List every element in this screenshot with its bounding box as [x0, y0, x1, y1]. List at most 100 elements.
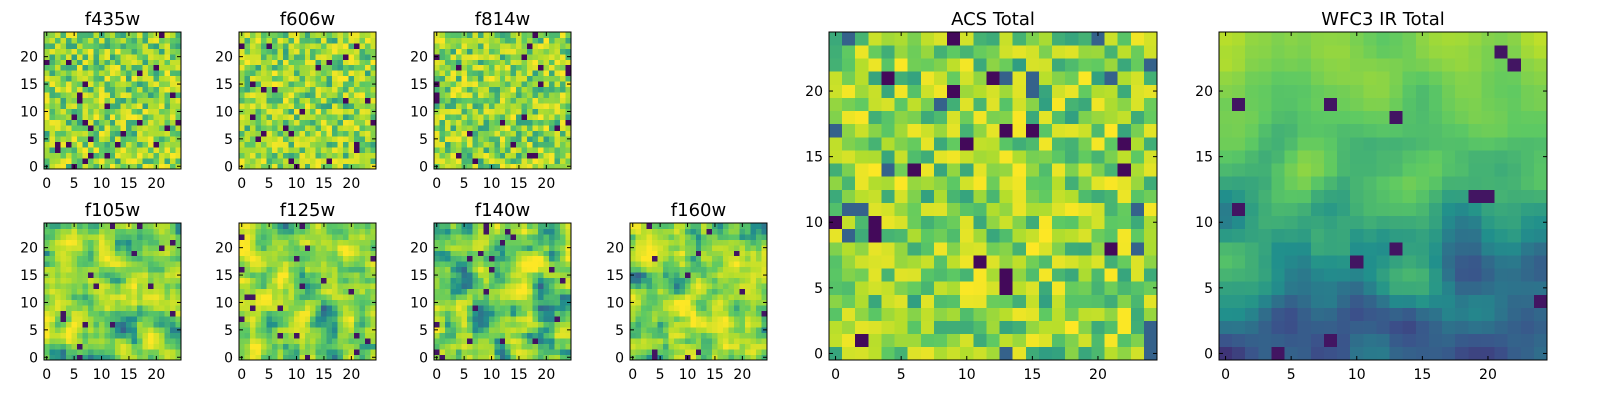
- heatmap-cell: [244, 163, 251, 170]
- heatmap-cell: [260, 349, 267, 355]
- heatmap-cell: [444, 136, 451, 142]
- heatmap-cell: [159, 327, 165, 333]
- heatmap-cell: [1143, 189, 1158, 203]
- heatmap-cell: [120, 53, 127, 60]
- heatmap-cell: [466, 125, 473, 131]
- heatmap-cell: [359, 316, 366, 322]
- heatmap-cell: [249, 37, 256, 44]
- heatmap-cell: [131, 288, 138, 295]
- heatmap-cell: [137, 316, 143, 322]
- heatmap-cell: [1117, 281, 1132, 295]
- heatmap-cell: [44, 332, 50, 339]
- heatmap-cell: [662, 343, 669, 350]
- heatmap-cell: [148, 343, 154, 350]
- heatmap-cell: [98, 141, 105, 148]
- heatmap-cell: [668, 288, 675, 295]
- heatmap-cell: [131, 136, 138, 142]
- heatmap-cell: [321, 141, 328, 148]
- heatmap-cell: [488, 228, 495, 235]
- heatmap-cell: [310, 255, 317, 262]
- heatmap-cell: [359, 136, 366, 142]
- heatmap-cell: [439, 103, 446, 110]
- heatmap-cell: [54, 64, 61, 71]
- heatmap-cell: [266, 97, 273, 104]
- heatmap-cell: [348, 59, 355, 66]
- heatmap-cell: [310, 299, 317, 306]
- heatmap-cell: [332, 75, 338, 82]
- heatmap-cell: [293, 321, 300, 328]
- heatmap-cell: [76, 332, 83, 339]
- heatmap-cell: [499, 136, 506, 142]
- heatmap-cell: [554, 277, 561, 284]
- heatmap-cell: [271, 228, 278, 235]
- heatmap-cell: [712, 310, 719, 317]
- heatmap-cell: [277, 75, 284, 82]
- heatmap-cell: [521, 321, 528, 328]
- heatmap-cell: [554, 92, 561, 99]
- heatmap-cell: [104, 244, 111, 251]
- heatmap-cell: [153, 108, 160, 115]
- heatmap-cell: [159, 354, 165, 361]
- heatmap-cell: [521, 343, 528, 350]
- heatmap-cell: [159, 294, 165, 301]
- heatmap-cell: [510, 136, 517, 142]
- heatmap-cell: [734, 354, 740, 361]
- heatmap-cell: [750, 327, 757, 333]
- heatmap-cell: [44, 70, 50, 77]
- heatmap-cell: [728, 288, 735, 295]
- heatmap-cell: [444, 70, 451, 77]
- heatmap-cell: [477, 92, 484, 99]
- heatmap-cell: [488, 136, 495, 142]
- heatmap-cell: [359, 354, 366, 361]
- heatmap-cell: [271, 158, 278, 164]
- heatmap-cell: [170, 37, 176, 44]
- heatmap-cell: [93, 114, 100, 121]
- heatmap-cell: [510, 255, 517, 262]
- heatmap-cell: [343, 48, 349, 55]
- heatmap-cell: [321, 152, 328, 159]
- heatmap-cell: [82, 316, 89, 322]
- heatmap-cell: [521, 327, 528, 333]
- heatmap-cell: [315, 244, 322, 251]
- heatmap-cell: [359, 283, 366, 290]
- heatmap-cell: [71, 130, 78, 137]
- heatmap-cell: [332, 37, 338, 44]
- heatmap-cell: [293, 108, 300, 115]
- heatmap-cell: [920, 307, 935, 321]
- heatmap-cell: [142, 299, 149, 306]
- heatmap-cell: [499, 305, 506, 312]
- heatmap-cell: [690, 343, 697, 350]
- heatmap-cell: [288, 354, 295, 361]
- heatmap-cell: [521, 108, 528, 115]
- heatmap-cell: [120, 327, 127, 333]
- heatmap-cell: [450, 349, 457, 355]
- heatmap-cell: [521, 147, 528, 153]
- heatmap-cell: [494, 86, 501, 93]
- heatmap-cell: [54, 103, 61, 110]
- heatmap-cell: [304, 272, 311, 279]
- heatmap-cell: [115, 158, 122, 164]
- heatmap-cell: [1038, 189, 1053, 203]
- heatmap-cell: [299, 59, 306, 66]
- heatmap-cell: [881, 202, 895, 217]
- heatmap-cell: [288, 147, 295, 153]
- heatmap-cell: [505, 244, 512, 251]
- heatmap-cell: [164, 59, 171, 66]
- heatmap-cell: [65, 354, 72, 361]
- heatmap-cell: [71, 305, 78, 312]
- heatmap-cell: [455, 97, 462, 104]
- heatmap-cell: [673, 321, 680, 328]
- heatmap-cell: [461, 158, 468, 164]
- heatmap-cell: [120, 338, 127, 344]
- heatmap-cell: [439, 42, 446, 49]
- heatmap-cell: [76, 272, 83, 279]
- heatmap-cell: [1052, 255, 1066, 269]
- heatmap-cell: [159, 272, 165, 279]
- heatmap-cell: [115, 223, 122, 229]
- heatmap-cell: [315, 108, 322, 115]
- heatmap-cell: [170, 32, 176, 38]
- heatmap-cell: [131, 272, 138, 279]
- heatmap-cell: [538, 255, 544, 262]
- heatmap-cell: [960, 281, 974, 295]
- heatmap-cell: [87, 321, 94, 328]
